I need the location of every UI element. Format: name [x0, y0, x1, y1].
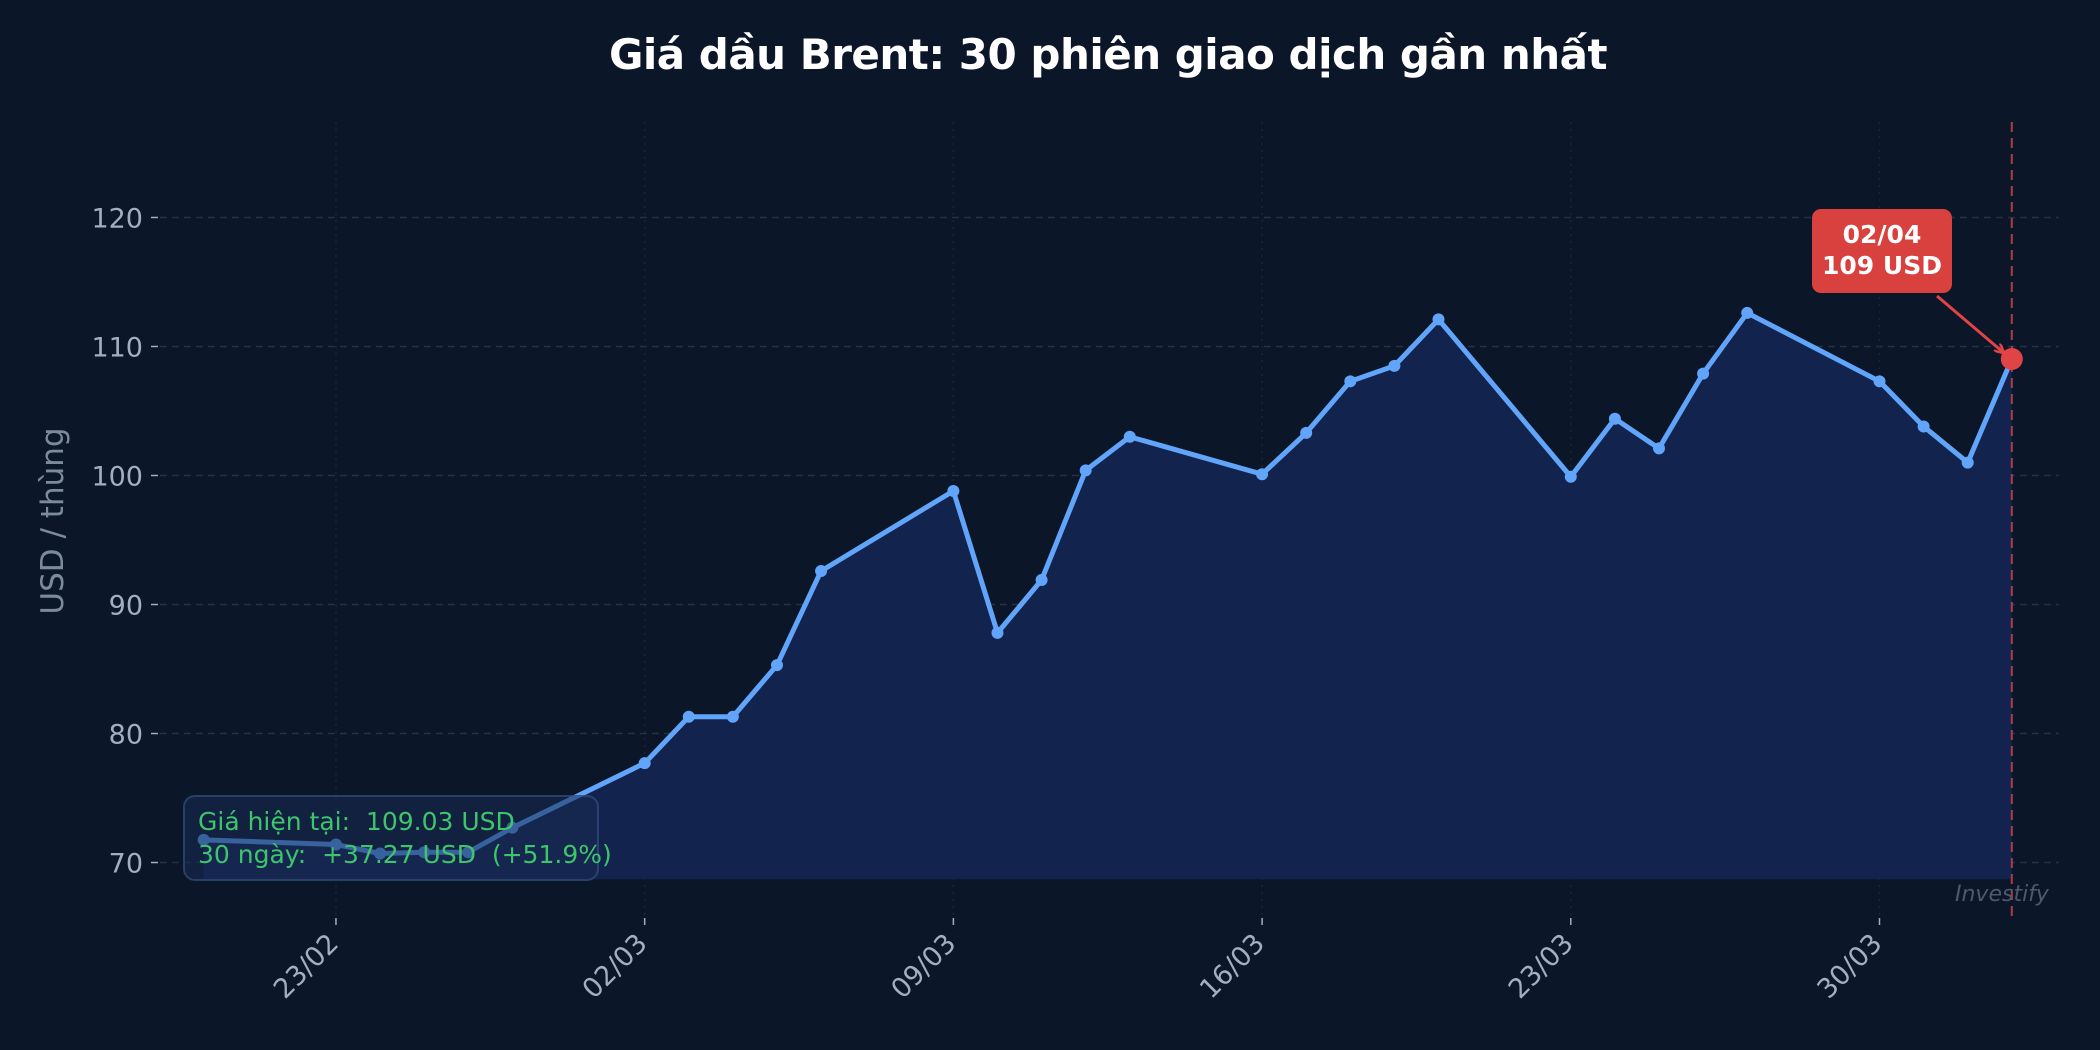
y-tick-label: 90	[109, 591, 143, 622]
data-point[interactable]	[1432, 313, 1445, 326]
data-point[interactable]	[1123, 430, 1136, 443]
data-point[interactable]	[638, 757, 651, 770]
current-price-marker[interactable]	[2000, 347, 2023, 370]
data-point[interactable]	[726, 710, 739, 723]
data-point[interactable]	[1873, 375, 1886, 388]
x-tick-label: 23/02	[268, 928, 345, 1005]
data-point[interactable]	[991, 626, 1004, 639]
data-point[interactable]	[1388, 359, 1401, 372]
chart-title: Giá dầu Brent: 30 phiên giao dịch gần nh…	[608, 30, 1608, 79]
current-price-callout: 02/04 109 USD	[1812, 209, 1952, 293]
x-tick-label: 09/03	[885, 928, 962, 1005]
data-point[interactable]	[1653, 442, 1666, 455]
data-point[interactable]	[1917, 420, 1930, 433]
callout-date: 02/04	[1842, 220, 1922, 249]
data-point[interactable]	[1608, 412, 1621, 425]
y-axis-label: USD / thùng	[35, 427, 71, 614]
data-point[interactable]	[1697, 367, 1710, 380]
price-summary-box: Giá hiện tại: 109.03 USD 30 ngày: +37.27 …	[183, 795, 612, 881]
y-tick-label: 80	[109, 720, 143, 751]
area-fill	[203, 312, 2012, 880]
data-point[interactable]	[1300, 426, 1313, 439]
y-tick-label: 120	[91, 203, 143, 234]
data-point[interactable]	[770, 659, 783, 672]
callout-price: 109 USD	[1822, 251, 1942, 280]
data-point[interactable]	[1256, 468, 1269, 481]
data-point[interactable]	[682, 710, 695, 723]
y-tick-label: 70	[109, 849, 143, 880]
data-point[interactable]	[947, 484, 960, 497]
x-tick-label: 23/03	[1503, 928, 1580, 1005]
data-point[interactable]	[815, 564, 828, 577]
data-point[interactable]	[1961, 456, 1974, 469]
x-tick-label: 02/03	[577, 928, 654, 1005]
data-point[interactable]	[1344, 375, 1357, 388]
thirty-day-change-text: 30 ngày: +37.27 USD (+51.9%)	[198, 840, 612, 869]
watermark-logo: Investify	[1955, 882, 2049, 907]
data-point[interactable]	[1035, 573, 1048, 586]
callout-arrow	[1936, 294, 2003, 352]
current-price-text: Giá hiện tại: 109.03 USD	[198, 807, 515, 836]
data-point[interactable]	[1741, 306, 1754, 319]
data-point[interactable]	[1079, 464, 1092, 477]
x-tick-label: 16/03	[1194, 928, 1271, 1005]
data-point[interactable]	[1564, 470, 1577, 483]
x-tick-label: 30/03	[1812, 928, 1889, 1005]
y-tick-label: 100	[91, 461, 143, 492]
y-tick-label: 110	[91, 332, 143, 363]
